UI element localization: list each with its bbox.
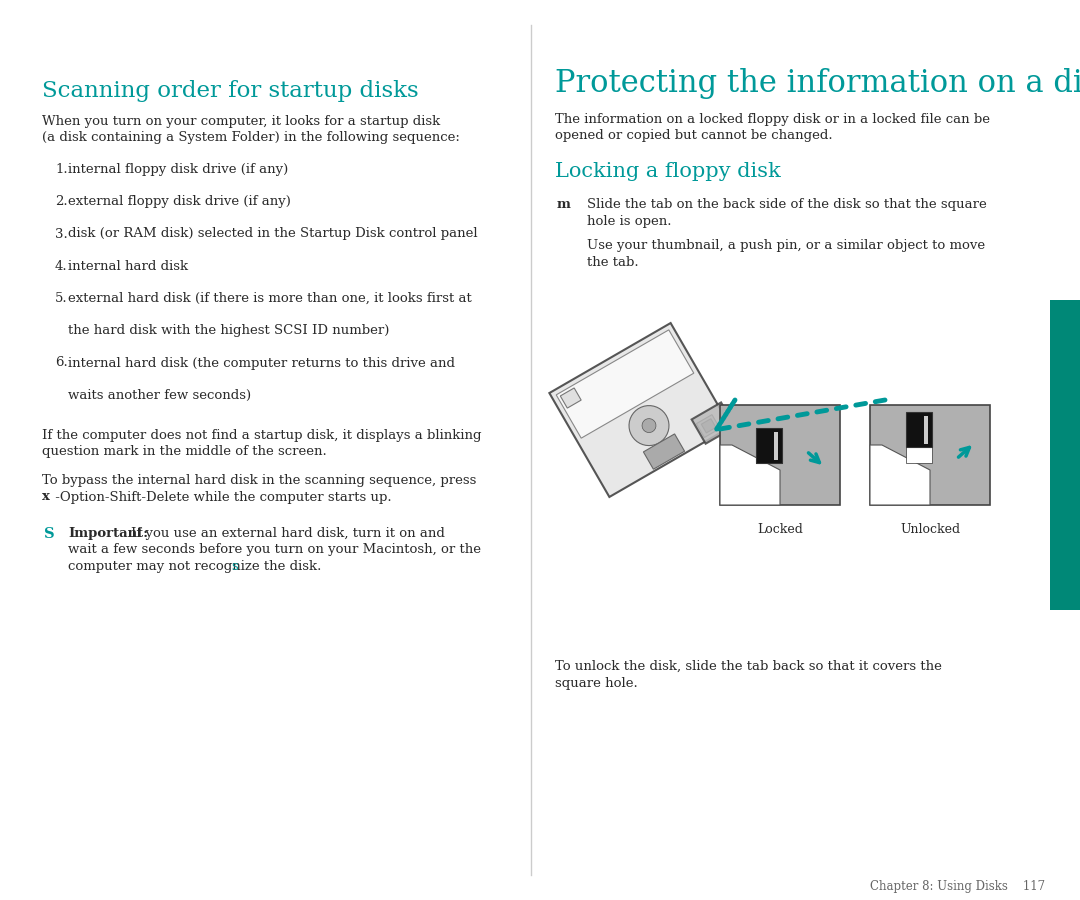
Text: 5.: 5. — [55, 292, 68, 305]
Text: (a disk containing a System Folder) in the following sequence:: (a disk containing a System Folder) in t… — [42, 131, 460, 145]
Text: When you turn on your computer, it looks for a startup disk: When you turn on your computer, it looks… — [42, 115, 441, 128]
Text: To bypass the internal hard disk in the scanning sequence, press: To bypass the internal hard disk in the … — [42, 474, 476, 487]
Text: wait a few seconds before you turn on your Macintosh, or the: wait a few seconds before you turn on yo… — [68, 544, 481, 556]
Bar — [906, 412, 932, 447]
Text: question mark in the middle of the screen.: question mark in the middle of the scree… — [42, 446, 327, 458]
Polygon shape — [691, 402, 735, 444]
Polygon shape — [697, 415, 720, 437]
Text: S: S — [44, 527, 55, 541]
Text: 2.: 2. — [55, 195, 68, 208]
Polygon shape — [556, 330, 693, 438]
Polygon shape — [870, 445, 930, 505]
Bar — [1050, 300, 1080, 610]
Text: external hard disk (if there is more than one, it looks first at: external hard disk (if there is more tha… — [68, 292, 472, 305]
Text: s: s — [231, 560, 238, 573]
Text: square hole.: square hole. — [555, 677, 638, 689]
Bar — [756, 445, 782, 463]
Text: external floppy disk drive (if any): external floppy disk drive (if any) — [68, 195, 291, 208]
Text: internal hard disk (the computer returns to this drive and: internal hard disk (the computer returns… — [68, 356, 455, 370]
Text: waits another few seconds): waits another few seconds) — [68, 389, 252, 401]
Text: If you use an external hard disk, turn it on and: If you use an external hard disk, turn i… — [131, 527, 445, 540]
Text: 1.: 1. — [55, 163, 68, 176]
Text: Slide the tab on the back side of the disk so that the square: Slide the tab on the back side of the di… — [588, 198, 987, 211]
Polygon shape — [550, 323, 731, 497]
Text: Unlocked: Unlocked — [900, 523, 960, 536]
Text: internal hard disk: internal hard disk — [68, 260, 188, 273]
Text: internal floppy disk drive (if any): internal floppy disk drive (if any) — [68, 163, 288, 176]
Text: Chapter 8: Using Disks    117: Chapter 8: Using Disks 117 — [869, 880, 1045, 893]
Text: 3.: 3. — [55, 228, 68, 240]
Polygon shape — [642, 418, 656, 433]
Text: If the computer does not find a startup disk, it displays a blinking: If the computer does not find a startup … — [42, 429, 482, 442]
Text: Use your thumbnail, a push pin, or a similar object to move: Use your thumbnail, a push pin, or a sim… — [588, 239, 985, 252]
Bar — [774, 431, 779, 460]
Text: computer may not recognize the disk.: computer may not recognize the disk. — [68, 560, 322, 573]
Polygon shape — [629, 406, 669, 446]
Text: disk (or RAM disk) selected in the Startup Disk control panel: disk (or RAM disk) selected in the Start… — [68, 228, 477, 240]
Polygon shape — [701, 418, 716, 433]
Text: 4.: 4. — [55, 260, 68, 273]
Text: The information on a locked floppy disk or in a locked file can be: The information on a locked floppy disk … — [555, 113, 990, 126]
Polygon shape — [644, 434, 685, 469]
Text: To unlock the disk, slide the tab back so that it covers the: To unlock the disk, slide the tab back s… — [555, 660, 942, 673]
Polygon shape — [720, 445, 780, 505]
Bar — [870, 405, 990, 505]
Text: hole is open.: hole is open. — [588, 214, 672, 228]
Text: -Option-Shift-Delete while the computer starts up.: -Option-Shift-Delete while the computer … — [51, 491, 392, 503]
Text: Important:: Important: — [68, 527, 148, 540]
Text: Scanning order for startup disks: Scanning order for startup disks — [42, 80, 419, 102]
Bar — [756, 428, 782, 463]
Text: Protecting the information on a disk: Protecting the information on a disk — [555, 68, 1080, 99]
Bar — [720, 405, 840, 505]
Text: the hard disk with the highest SCSI ID number): the hard disk with the highest SCSI ID n… — [68, 324, 390, 338]
Text: Locked: Locked — [757, 523, 802, 536]
Text: x: x — [42, 491, 50, 503]
Bar — [924, 416, 929, 444]
Text: 6.: 6. — [55, 356, 68, 370]
Text: opened or copied but cannot be changed.: opened or copied but cannot be changed. — [555, 130, 833, 142]
Text: Locking a floppy disk: Locking a floppy disk — [555, 162, 781, 181]
Text: the tab.: the tab. — [588, 256, 638, 268]
Bar — [906, 445, 932, 463]
Text: m: m — [557, 198, 571, 211]
Polygon shape — [561, 388, 581, 408]
